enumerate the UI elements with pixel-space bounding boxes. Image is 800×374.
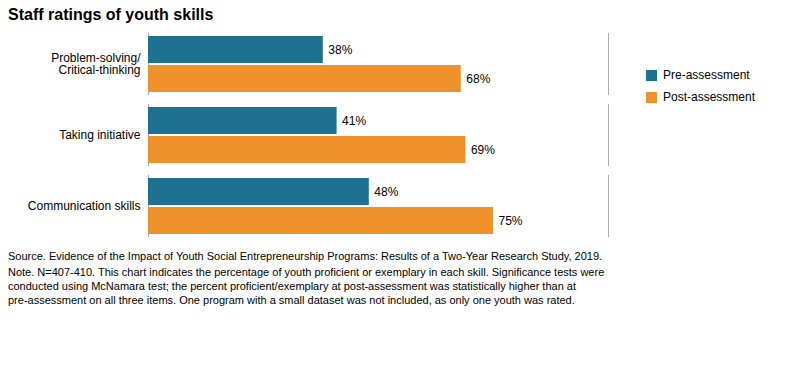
svg-text:Taking initiative: Taking initiative: [59, 128, 141, 142]
svg-text:48%: 48%: [374, 185, 398, 199]
svg-text:75%: 75%: [499, 214, 523, 228]
svg-text:Problem-solving/Critical-think: Problem-solving/Critical-thinking: [51, 51, 141, 77]
html-text:Note. N=407-410. This chart in: Note. N=407-410. This chart indicates th…: [8, 266, 605, 306]
svg-text:41%: 41%: [342, 114, 366, 128]
svg-text:68%: 68%: [466, 72, 490, 86]
html-text:Staff ratings of youth skills: Staff ratings of youth skills: [8, 6, 214, 23]
html-text:Source. Evidence of the Impact: Source. Evidence of the Impact of Youth …: [8, 250, 603, 262]
svg-text:38%: 38%: [328, 43, 352, 57]
svg-text:69%: 69%: [471, 143, 495, 157]
html-text:Post-assessment: Post-assessment: [663, 90, 755, 104]
html-text:Pre-assessment: Pre-assessment: [663, 68, 750, 82]
svg-text:Communication skills: Communication skills: [28, 199, 141, 213]
